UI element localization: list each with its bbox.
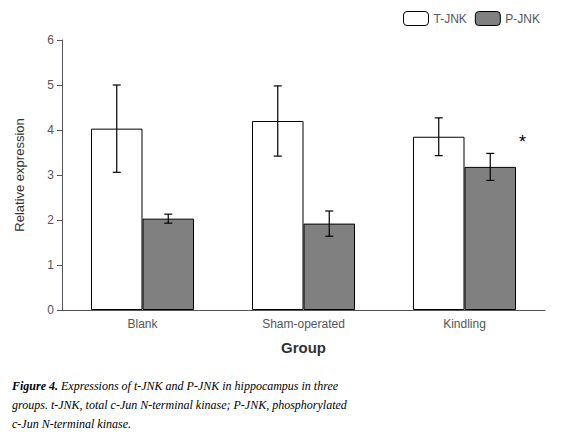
svg-text:5: 5 <box>47 78 54 92</box>
svg-text:groups. t-JNK, total c-Jun N-t: groups. t-JNK, total c-Jun N-terminal ki… <box>12 398 348 412</box>
svg-text:Sham-operated: Sham-operated <box>262 317 345 331</box>
svg-text:Expressions of t-JNK and P-JNK: Expressions of t-JNK and P-JNK in hippoc… <box>58 379 339 393</box>
svg-text:Kindling: Kindling <box>443 317 486 331</box>
svg-text:c-Jun N-terminal kinase.: c-Jun N-terminal kinase. <box>12 417 131 431</box>
svg-text:*: * <box>519 132 526 152</box>
svg-text:3: 3 <box>47 168 54 182</box>
svg-text:Relative expression: Relative expression <box>12 118 27 231</box>
svg-text:6: 6 <box>47 33 54 47</box>
svg-text:1: 1 <box>47 258 54 272</box>
svg-text:Group: Group <box>281 339 326 356</box>
svg-text:Figure 4.: Figure 4. <box>11 379 58 393</box>
svg-text:4: 4 <box>47 123 54 137</box>
svg-text:P-JNK: P-JNK <box>505 12 540 26</box>
svg-text:Blank: Blank <box>127 317 158 331</box>
svg-text:0: 0 <box>47 303 54 317</box>
svg-text:2: 2 <box>47 213 54 227</box>
svg-text:T-JNK: T-JNK <box>433 12 466 26</box>
